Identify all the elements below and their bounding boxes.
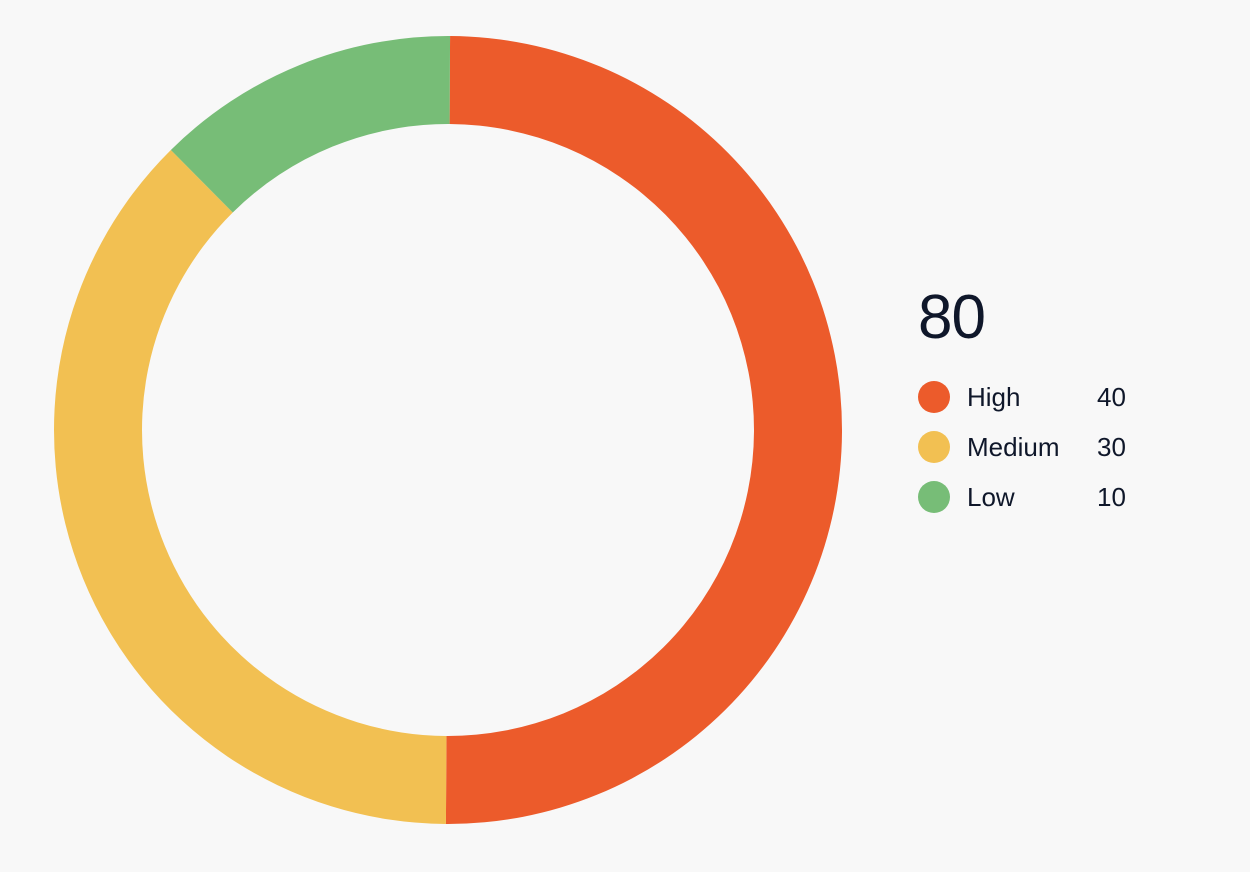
legend-value-medium: 30 bbox=[1097, 431, 1126, 462]
donut-slice-low bbox=[170, 36, 451, 213]
legend-label-medium: Medium bbox=[967, 431, 1060, 462]
legend: 80 High 40 Medium 30 Low 10 bbox=[918, 282, 1178, 522]
legend-label-high: High bbox=[967, 381, 1021, 412]
legend-dot-high bbox=[918, 381, 950, 413]
donut-chart bbox=[53, 36, 842, 825]
donut-svg bbox=[53, 36, 842, 825]
legend-label-low: Low bbox=[967, 481, 1015, 512]
legend-list: High 40 Medium 30 Low 10 bbox=[918, 372, 1178, 522]
legend-dot-medium bbox=[918, 431, 950, 463]
legend-value-high: 40 bbox=[1097, 381, 1126, 412]
legend-value-low: 10 bbox=[1097, 481, 1126, 512]
legend-item-low: Low 10 bbox=[918, 472, 1178, 522]
legend-dot-low bbox=[918, 481, 950, 513]
legend-item-high: High 40 bbox=[918, 372, 1178, 422]
donut-slice-high bbox=[445, 36, 842, 825]
legend-item-medium: Medium 30 bbox=[918, 422, 1178, 472]
donut-slice-medium bbox=[53, 149, 447, 824]
total-value: 80 bbox=[918, 283, 986, 352]
